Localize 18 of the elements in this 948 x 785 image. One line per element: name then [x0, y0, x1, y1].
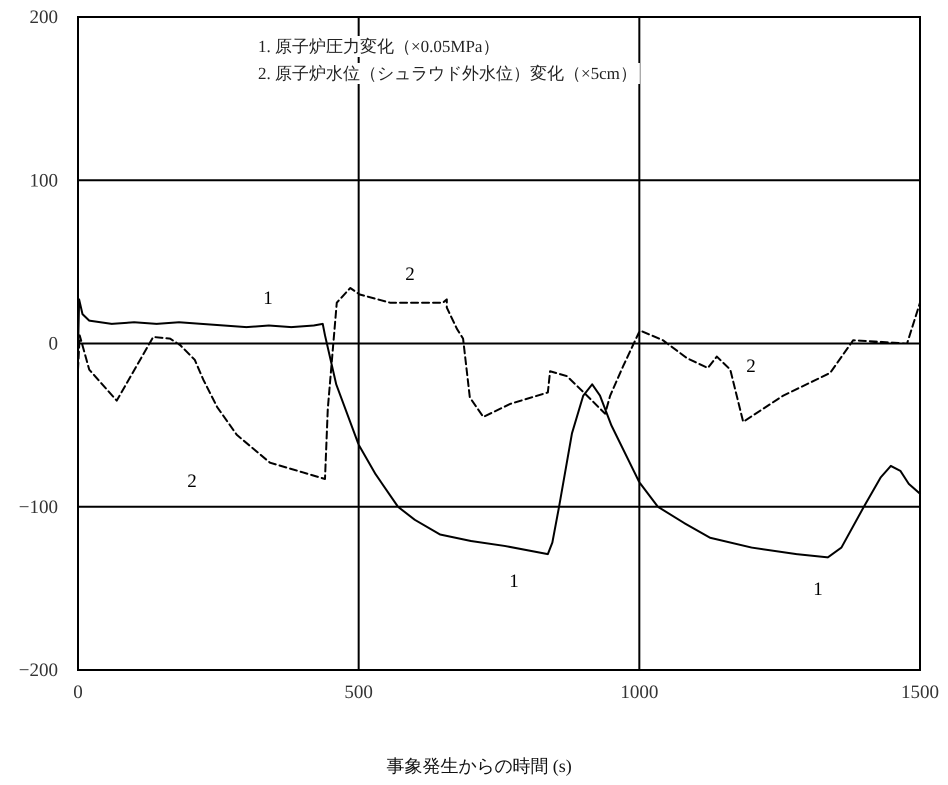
y-tick-label: 0 [48, 334, 58, 354]
x-tick-label: 1500 [901, 682, 939, 703]
x-axis-title: 事象発生からの時間 (s) [386, 756, 572, 776]
annotation: 2. 原子炉水位（シュラウド外水位）変化（×5cm） [258, 64, 637, 83]
x-tick-label: 500 [344, 682, 373, 703]
annotation: 1. 原子炉圧力変化（×0.05MPa） [258, 37, 500, 56]
series-label: 2 [746, 356, 756, 377]
text: 2 [405, 264, 415, 285]
series-label: 1 [263, 288, 273, 309]
y-tick-label: −100 [18, 496, 58, 518]
y-tick-label: 200 [30, 7, 58, 28]
y-tick-label: −200 [18, 660, 58, 681]
x-tick-label: 1000 [620, 682, 658, 703]
text: 1 [813, 579, 823, 600]
y-tick-label: 100 [30, 170, 58, 192]
text: 2 [187, 471, 197, 492]
x-tick-label: 0 [73, 682, 83, 703]
text: 1 [509, 571, 519, 592]
